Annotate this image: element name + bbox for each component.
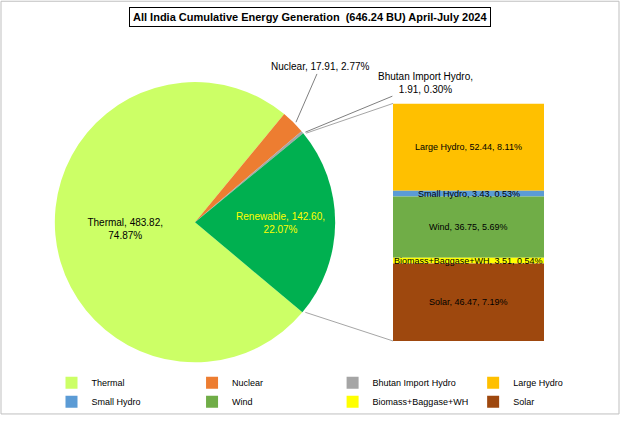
svg-text:Solar: Solar: [513, 397, 534, 407]
svg-text:Bhutan Import Hydro,1.91, 0.30: Bhutan Import Hydro,1.91, 0.30%: [378, 71, 473, 95]
svg-text:Bhutan Import Hydro: Bhutan Import Hydro: [373, 378, 456, 388]
svg-text:All India Cumulative Energy Ge: All India Cumulative Energy Generation (…: [133, 11, 487, 23]
svg-text:Biomass+Baggase+WH: Biomass+Baggase+WH: [373, 397, 469, 407]
svg-text:Wind: Wind: [232, 397, 253, 407]
svg-text:Renewable, 142.60,22.07%: Renewable, 142.60,22.07%: [236, 211, 325, 235]
svg-text:Large Hydro: Large Hydro: [513, 378, 563, 388]
svg-text:Thermal, 483.82,74.87%: Thermal, 483.82,74.87%: [87, 217, 163, 241]
svg-text:Thermal: Thermal: [92, 378, 125, 388]
svg-text:Small Hydro: Small Hydro: [92, 397, 141, 407]
svg-text:Biomass+Baggase+WH, 3.51, 0.54: Biomass+Baggase+WH, 3.51, 0.54%: [394, 256, 543, 266]
svg-text:Nuclear: Nuclear: [232, 378, 263, 388]
svg-text:Nuclear, 17.91, 2.77%: Nuclear, 17.91, 2.77%: [271, 61, 370, 72]
svg-text:Wind, 36.75, 5.69%: Wind, 36.75, 5.69%: [429, 222, 508, 232]
svg-text:Solar, 46.47, 7.19%: Solar, 46.47, 7.19%: [429, 297, 508, 307]
svg-text:Small Hydro, 3.43, 0.53%: Small Hydro, 3.43, 0.53%: [418, 189, 520, 199]
svg-text:Large Hydro, 52.44, 8.11%: Large Hydro, 52.44, 8.11%: [415, 142, 522, 152]
